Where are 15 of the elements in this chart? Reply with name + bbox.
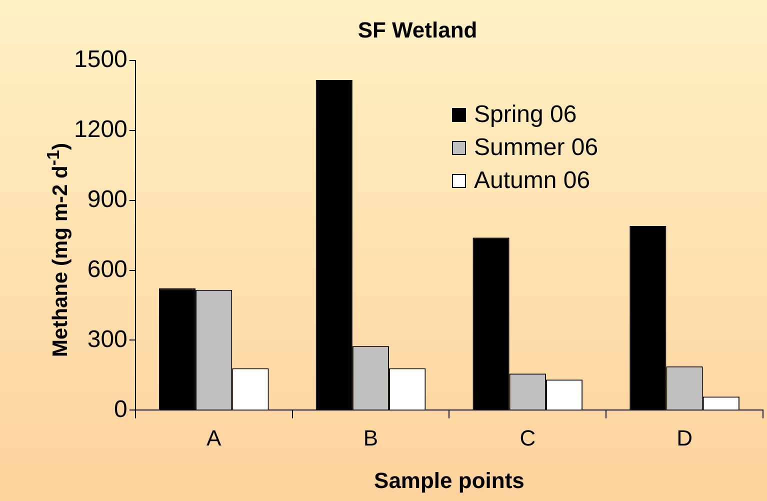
x-tick-label: D [676, 425, 692, 450]
y-tick-label: 900 [87, 186, 128, 213]
legend-label: Summer 06 [474, 133, 598, 163]
y-tick-label: 0 [114, 396, 128, 423]
x-tick-label: B [363, 425, 378, 450]
legend-label: Spring 06 [474, 100, 577, 130]
x-tick-label: C [520, 425, 536, 450]
chart-title: SF Wetland [358, 17, 478, 42]
y-tick-label: 1200 [74, 116, 128, 143]
legend-label: Autumn 06 [474, 166, 590, 196]
y-tick-label: 300 [87, 326, 128, 353]
x-tick-label: A [206, 425, 222, 450]
y-tick-label: 600 [87, 256, 128, 283]
x-axis-title: Sample points [374, 468, 524, 493]
y-tick-label: 1500 [74, 46, 128, 74]
